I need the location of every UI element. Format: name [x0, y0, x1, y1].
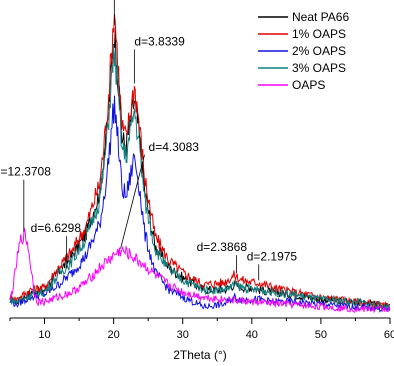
x-tick-label: 40	[246, 329, 258, 341]
legend-label-3: 3% OAPS	[292, 61, 346, 75]
annotation-label-5: d=2.3868	[197, 240, 248, 254]
series-line-4	[9, 227, 391, 314]
series-line-2	[9, 95, 391, 313]
legend: Neat PA66 1% OAPS 2% OAPS 3% OAPS OAPS	[258, 10, 349, 92]
series-layer	[9, 14, 391, 314]
x-tick-label: 50	[315, 329, 327, 341]
annotation-label-2: d=12.3708	[0, 165, 51, 179]
x-tick-label: 10	[38, 329, 50, 341]
x-tick-label: 30	[177, 329, 189, 341]
legend-label-4: OAPS	[292, 78, 325, 92]
x-tick-label: 60	[384, 329, 394, 341]
annotation-label-3: d=4.3083	[149, 140, 200, 154]
legend-label-0: Neat PA66	[292, 10, 349, 24]
series-line-3	[9, 44, 391, 310]
annotation-layer: d=4.3967d=3.8339d=12.3708d=4.3083d=6.629…	[0, 0, 298, 281]
x-axis-label: 2Theta (°)	[173, 348, 226, 362]
annotation-leader-3	[120, 154, 145, 249]
legend-label-2: 2% OAPS	[292, 44, 346, 58]
x-tick-label: 20	[108, 329, 120, 341]
legend-label-1: 1% OAPS	[292, 27, 346, 41]
annotation-label-1: d=3.8339	[134, 34, 185, 48]
annotation-label-6: d=2.1975	[247, 249, 298, 263]
x-axis: 10 20 30 40 50 60	[9, 317, 394, 341]
series-line-1	[9, 14, 391, 310]
annotation-label-4: d=6.6298	[31, 221, 82, 235]
